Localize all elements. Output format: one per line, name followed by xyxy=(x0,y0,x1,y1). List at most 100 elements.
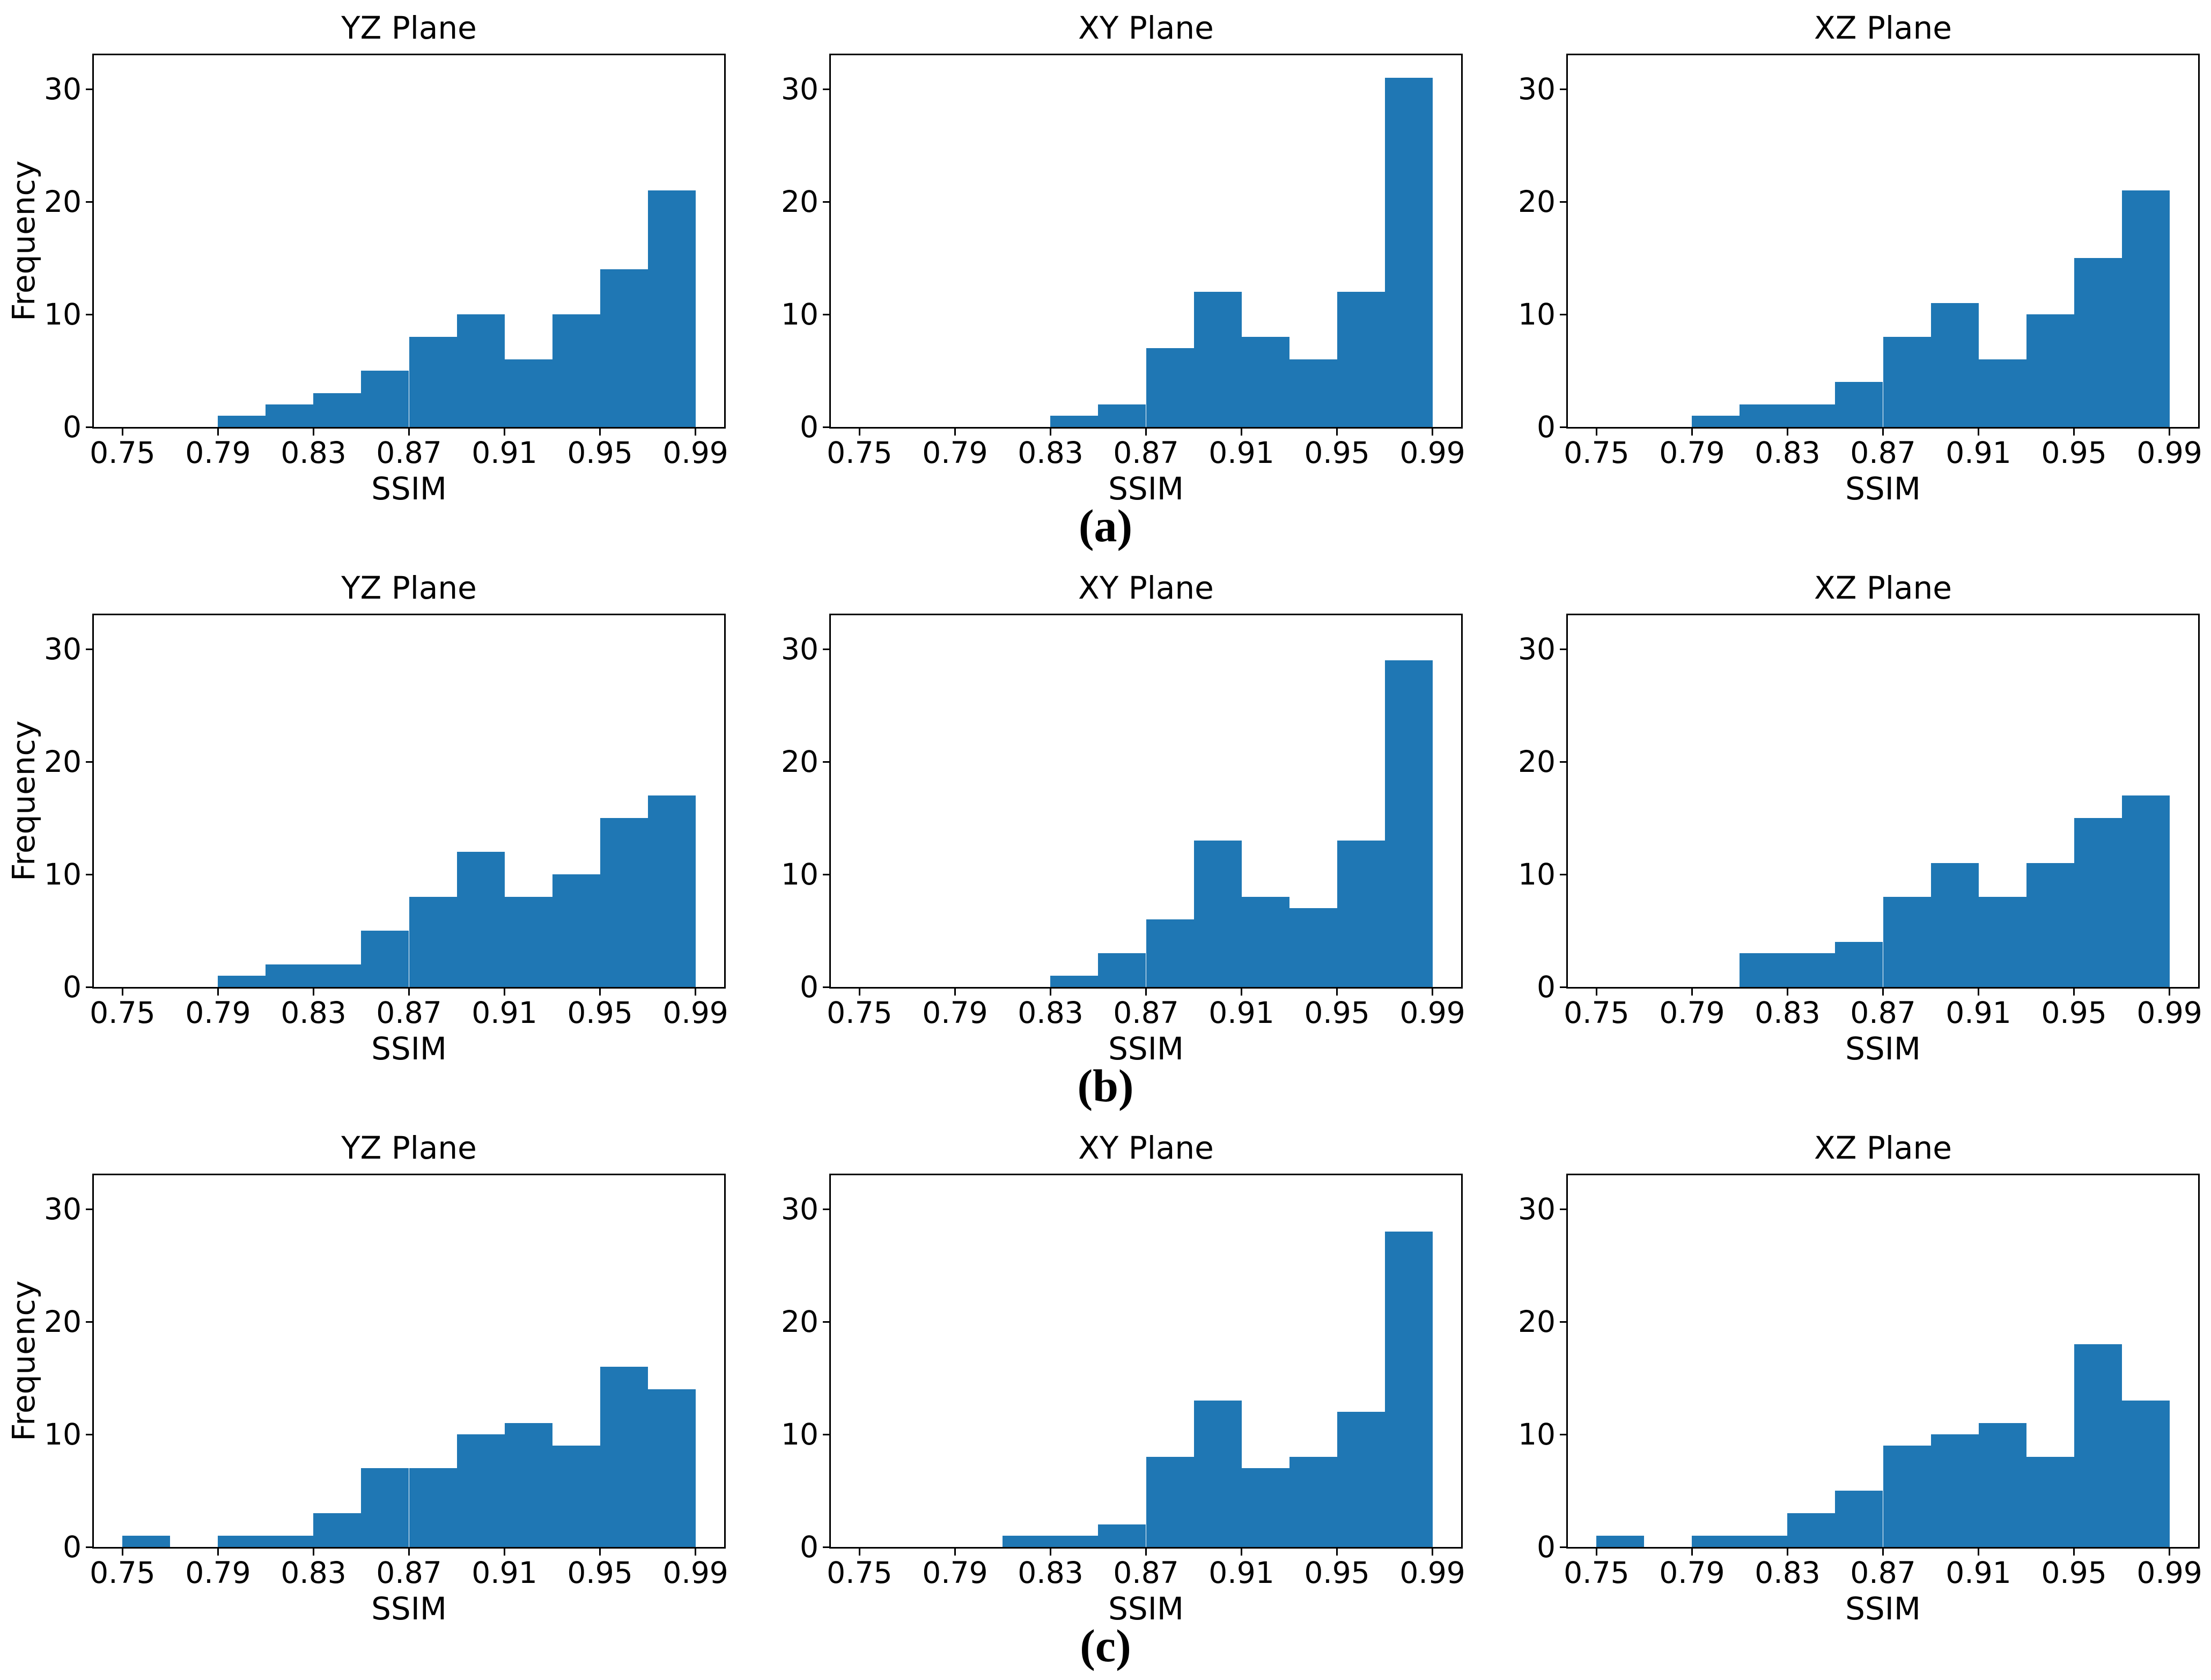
histogram-bar xyxy=(1384,1232,1433,1547)
plot-area xyxy=(1566,614,2200,989)
x-tick-label: 0.83 xyxy=(1755,996,1821,1030)
x-tick-mark xyxy=(217,429,219,436)
x-tick-mark xyxy=(1049,429,1051,436)
y-tick-label: 20 xyxy=(44,1305,82,1339)
x-axis-label: SSIM xyxy=(371,1030,447,1067)
histogram-bar xyxy=(1384,78,1433,427)
x-tick-label: 0.87 xyxy=(1850,436,1916,470)
x-tick-mark xyxy=(312,429,314,436)
chart-title: XY Plane xyxy=(1078,570,1214,606)
x-tick-label: 0.91 xyxy=(1208,996,1274,1030)
x-tick-label: 0.83 xyxy=(281,1556,347,1590)
y-tick-mark xyxy=(86,873,92,875)
y-tick-label: 10 xyxy=(1518,857,1556,891)
x-tick-mark xyxy=(1978,989,1980,996)
chart-title: YZ Plane xyxy=(341,1130,477,1166)
y-tick-label: 10 xyxy=(1518,1417,1556,1451)
y-tick-label: 30 xyxy=(781,632,819,666)
chart-title: XZ Plane xyxy=(1814,10,1952,46)
x-tick-label: 0.87 xyxy=(1850,1556,1916,1590)
histogram-bar xyxy=(266,1536,314,1547)
histogram-bar xyxy=(1835,942,1883,987)
x-tick-mark xyxy=(1882,1549,1884,1556)
y-tick-label: 10 xyxy=(1518,297,1556,331)
y-tick-mark xyxy=(1560,1208,1566,1210)
histogram-bar xyxy=(266,964,314,987)
x-tick-mark xyxy=(1786,989,1788,996)
x-tick-label: 0.75 xyxy=(827,436,893,470)
x-tick-label: 0.95 xyxy=(567,996,633,1030)
x-tick-mark xyxy=(312,989,314,996)
histogram-bar xyxy=(456,314,505,427)
figure-row-b: YZ Plane Frequency SSIM 0.75 0.79 0.83 0.87… xyxy=(0,560,2211,1120)
histogram-bar xyxy=(1146,1457,1194,1547)
histogram-bar xyxy=(1787,404,1836,427)
x-tick-label: 0.95 xyxy=(1304,1556,1370,1590)
histogram-bar xyxy=(1740,404,1788,427)
x-tick-label: 0.91 xyxy=(1945,1556,2011,1590)
y-tick-label: 20 xyxy=(1518,1305,1556,1339)
plot-area xyxy=(829,54,1463,429)
x-tick-label: 0.83 xyxy=(1755,1556,1821,1590)
x-tick-mark xyxy=(858,1549,860,1556)
x-tick-mark xyxy=(1145,989,1147,996)
histogram-bar xyxy=(2074,258,2122,427)
y-tick-mark xyxy=(823,873,829,875)
x-tick-label: 0.79 xyxy=(1659,1556,1725,1590)
y-tick-label: 30 xyxy=(781,72,819,106)
y-tick-mark xyxy=(823,426,829,428)
histogram-bar xyxy=(122,1536,171,1547)
histogram-bar xyxy=(1241,897,1289,987)
y-tick-mark xyxy=(86,88,92,90)
x-tick-mark xyxy=(1145,1549,1147,1556)
y-tick-mark xyxy=(1560,648,1566,650)
histogram-bar xyxy=(2026,863,2074,987)
x-tick-mark xyxy=(695,989,697,996)
histogram-bar xyxy=(2074,1344,2122,1547)
histogram-bar xyxy=(1193,841,1242,987)
histogram-bar xyxy=(313,964,362,987)
x-tick-mark xyxy=(1336,989,1338,996)
histogram-bar xyxy=(1787,953,1836,987)
x-tick-label: 0.79 xyxy=(185,1556,251,1590)
y-tick-label: 10 xyxy=(781,857,819,891)
y-tick-label: 10 xyxy=(44,857,82,891)
x-axis-label: SSIM xyxy=(371,1590,447,1627)
histogram-bar xyxy=(2121,190,2170,427)
x-tick-mark xyxy=(599,1549,601,1556)
x-tick-label: 0.99 xyxy=(662,436,728,470)
y-tick-label: 30 xyxy=(1518,632,1556,666)
y-tick-label: 10 xyxy=(781,1417,819,1451)
x-tick-mark xyxy=(954,1549,956,1556)
histogram-bar xyxy=(1384,660,1433,987)
histogram-bar xyxy=(1146,919,1194,987)
x-tick-label: 0.75 xyxy=(90,996,156,1030)
x-tick-mark xyxy=(1691,989,1693,996)
histogram-bar xyxy=(409,337,457,427)
x-tick-label: 0.79 xyxy=(922,436,988,470)
y-tick-label: 0 xyxy=(800,970,819,1004)
caption-c: (c) xyxy=(1080,1620,1131,1671)
x-tick-mark xyxy=(2073,429,2075,436)
chart-title: XZ Plane xyxy=(1814,570,1952,606)
y-tick-label: 10 xyxy=(44,297,82,331)
x-tick-mark xyxy=(1978,429,1980,436)
x-tick-label: 0.87 xyxy=(1113,436,1179,470)
y-tick-label: 0 xyxy=(63,410,82,444)
y-tick-label: 20 xyxy=(1518,185,1556,219)
x-tick-mark xyxy=(954,989,956,996)
histogram-bar xyxy=(1241,1468,1289,1547)
histogram-bar xyxy=(1193,292,1242,427)
y-tick-label: 0 xyxy=(800,1530,819,1564)
x-tick-label: 0.87 xyxy=(376,436,442,470)
y-tick-mark xyxy=(823,1321,829,1323)
subplot-c-xz: XZ Plane SSIM 0.75 0.79 0.83 0.87 0.91 0.95 0.… xyxy=(1474,1120,2211,1680)
histogram-bar xyxy=(313,393,362,427)
plot-area xyxy=(92,1174,726,1549)
y-tick-label: 30 xyxy=(44,1192,82,1226)
y-tick-mark xyxy=(86,426,92,428)
y-tick-mark xyxy=(86,313,92,315)
x-tick-mark xyxy=(408,1549,410,1556)
y-tick-label: 0 xyxy=(63,1530,82,1564)
